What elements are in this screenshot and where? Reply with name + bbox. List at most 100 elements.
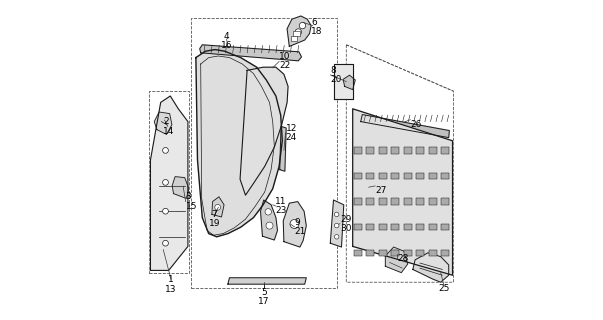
Polygon shape [385,247,408,273]
Polygon shape [154,112,172,134]
Bar [366,224,374,230]
Circle shape [266,222,273,229]
Polygon shape [260,200,277,240]
Circle shape [290,220,299,228]
Text: 18: 18 [311,27,323,36]
Bar [429,198,437,205]
Bar [353,173,362,179]
Bar [441,250,449,256]
Text: 7: 7 [212,210,217,219]
Bar [366,198,374,205]
Polygon shape [335,64,353,99]
Text: 26: 26 [410,120,421,129]
Text: 24: 24 [285,133,297,142]
Bar [391,250,399,256]
Bar [391,147,399,154]
Bar [441,147,449,154]
Bar [416,173,425,179]
Bar [429,224,437,230]
Bar [293,31,300,36]
Text: 11: 11 [275,197,287,206]
Bar [379,147,387,154]
Bar [366,173,374,179]
Circle shape [163,148,168,153]
Text: 1: 1 [168,275,174,284]
Bar [379,198,387,205]
Text: 16: 16 [221,41,232,50]
Bar [291,36,297,41]
Text: 22: 22 [279,61,291,70]
Bar [404,250,412,256]
Bar [429,173,437,179]
Polygon shape [280,126,286,171]
Polygon shape [200,45,302,61]
Bar [404,224,412,230]
Text: 2: 2 [163,117,169,126]
Polygon shape [196,50,282,237]
Circle shape [215,204,221,210]
Polygon shape [240,67,288,195]
Bar [391,224,399,230]
Text: 20: 20 [330,75,342,84]
Polygon shape [353,109,452,275]
Text: 12: 12 [285,124,297,133]
Bar [441,224,449,230]
Text: 19: 19 [209,219,220,228]
Bar [441,173,449,179]
Bar [391,198,399,205]
Text: 9: 9 [294,218,300,227]
Bar [416,224,425,230]
Text: 5: 5 [261,288,267,297]
Bar [366,147,374,154]
Bar [353,198,362,205]
Circle shape [335,223,339,228]
Text: 27: 27 [375,186,387,195]
Bar [429,147,437,154]
Text: 25: 25 [438,284,450,293]
Bar [416,198,425,205]
Text: 3: 3 [186,192,191,201]
Text: 14: 14 [163,127,175,136]
Bar [366,250,374,256]
Polygon shape [212,197,224,217]
Text: 13: 13 [165,285,177,294]
Bar [404,147,412,154]
Bar [353,224,362,230]
Circle shape [335,235,339,239]
Bar [379,250,387,256]
Polygon shape [228,278,306,284]
Circle shape [163,180,168,185]
Bar [404,198,412,205]
Bar [379,173,387,179]
Bar [379,224,387,230]
Text: 17: 17 [258,297,270,306]
Text: 30: 30 [340,224,352,233]
Bar [353,147,362,154]
Circle shape [299,22,306,29]
Circle shape [163,240,168,246]
Polygon shape [172,177,189,198]
Circle shape [295,29,302,35]
Polygon shape [413,253,449,282]
Polygon shape [283,202,306,247]
Polygon shape [330,200,344,247]
Bar [441,198,449,205]
Circle shape [335,212,339,217]
Text: 21: 21 [294,227,306,236]
Text: 28: 28 [397,254,409,263]
Bar [391,173,399,179]
Bar [416,147,425,154]
Polygon shape [151,96,188,270]
Text: 8: 8 [330,66,336,75]
Text: 23: 23 [275,206,286,215]
Circle shape [163,208,168,214]
Bar [429,250,437,256]
Bar [404,173,412,179]
Polygon shape [343,75,355,90]
Text: 10: 10 [279,52,291,61]
Polygon shape [287,16,311,46]
Circle shape [265,209,271,215]
Polygon shape [361,115,449,138]
Bar [353,250,362,256]
Text: 29: 29 [340,215,352,224]
